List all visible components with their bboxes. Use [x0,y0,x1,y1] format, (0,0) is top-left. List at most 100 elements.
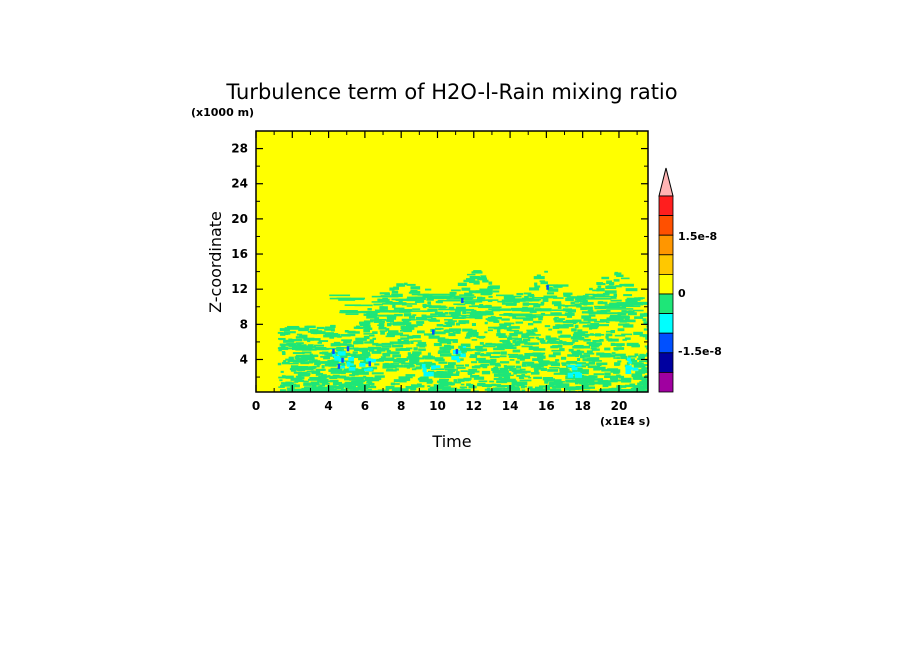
contour-speck [534,386,544,389]
contour-streak [460,300,483,303]
contour-streak [584,298,612,300]
contour-speck [598,389,608,392]
contour-streak [407,296,428,299]
contour-speck [400,337,410,340]
contour-speck [488,292,492,294]
contour-speck [521,370,531,373]
contour-speck [320,369,325,371]
contour-speck [475,312,487,316]
contour-speck [307,357,315,361]
contour-speck [487,326,500,329]
contour-speck [551,349,561,352]
contour-speck [456,367,466,369]
contour-speck [625,288,638,292]
contour-speck [499,367,509,372]
contour-speck [376,358,384,362]
contour-speck [279,328,290,332]
contour-speck [454,381,462,384]
contour-speck [608,388,618,392]
contour-speck [498,343,503,346]
contour-speck [394,313,403,317]
contour-cyan [348,367,356,371]
contour-speck [580,306,587,311]
contour-speck [515,365,522,369]
contour-streak [598,306,627,309]
contour-speck [448,332,456,337]
contour-speck [599,319,608,323]
contour-speck [380,331,385,335]
contour-speck [406,324,418,328]
contour-speck [562,342,574,346]
contour-speck [528,303,539,306]
contour-speck [621,310,627,312]
contour-speck [536,274,542,279]
contour-speck [487,389,496,392]
contour-speck [504,300,517,302]
x-tick-label: 16 [538,399,555,413]
contour-speck [512,349,521,353]
contour-speck [547,337,557,341]
contour-speck [505,374,514,377]
contour-speck [483,345,496,348]
contour-speck [567,354,577,357]
contour-speck [550,345,559,349]
contour-speck [631,362,642,365]
contour-speck [502,379,509,382]
contour-speck [279,346,289,351]
contour-speck [349,374,355,377]
contour-speck [314,347,327,349]
contour-streak [428,306,448,309]
contour-speck [464,364,469,367]
contour-speck [605,335,609,339]
contour-speck [513,331,523,335]
contour-speck [349,389,359,392]
contour-speck [543,295,556,299]
colorbar-segment [658,313,674,334]
contour-speck [427,301,432,305]
contour-speck [290,365,299,368]
contour-speck [466,332,477,336]
contour-speck [405,374,416,377]
contour-speck [332,381,342,386]
contour-speck [546,284,558,287]
contour-speck [527,386,533,390]
contour-speck [410,340,414,344]
contour-speck [471,271,483,274]
contour-speck [575,385,587,389]
contour-speck [513,371,517,375]
contour-speck [431,362,436,365]
contour-speck [571,310,575,313]
contour-streak [423,305,441,307]
contour-speck [614,348,619,351]
contour-speck [488,281,493,285]
contour-speck [616,274,624,277]
contour-speck [503,376,511,380]
contour-speck [532,358,544,361]
colorbar-label: 0 [678,287,686,300]
contour-streak [410,310,433,312]
contour-speck [601,276,610,280]
contour-speck [352,347,359,350]
contour-speck [447,386,451,389]
contour-speck [364,327,370,330]
x-unit-label: (x1E4 s) [600,415,650,428]
contour-speck [564,313,572,316]
contour-speck [364,356,369,360]
contour-speck [349,377,355,381]
contour-speck [624,283,634,287]
contour-speck [313,332,318,335]
contour-speck [544,380,549,384]
contour-speck [401,362,410,365]
contour-speck [325,326,335,329]
contour-speck [645,336,648,340]
contour-speck [310,330,319,333]
contour-speck [371,350,382,354]
contour-speck [309,353,313,357]
contour-speck [485,343,496,346]
contour-speck [374,317,380,320]
contour-speck [375,343,383,347]
contour-speck [592,293,600,297]
contour-speck [638,369,647,373]
contour-speck [422,355,433,359]
contour-speck [333,371,344,374]
